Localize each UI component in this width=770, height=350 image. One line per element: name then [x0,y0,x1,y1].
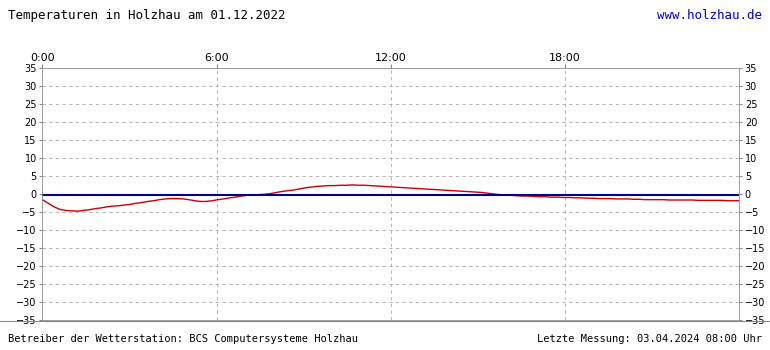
Text: www.holzhau.de: www.holzhau.de [658,9,762,22]
Text: Temperaturen in Holzhau am 01.12.2022: Temperaturen in Holzhau am 01.12.2022 [8,9,285,22]
Text: Letzte Messung: 03.04.2024 08:00 Uhr: Letzte Messung: 03.04.2024 08:00 Uhr [537,334,762,344]
Text: Betreiber der Wetterstation: BCS Computersysteme Holzhau: Betreiber der Wetterstation: BCS Compute… [8,334,358,344]
